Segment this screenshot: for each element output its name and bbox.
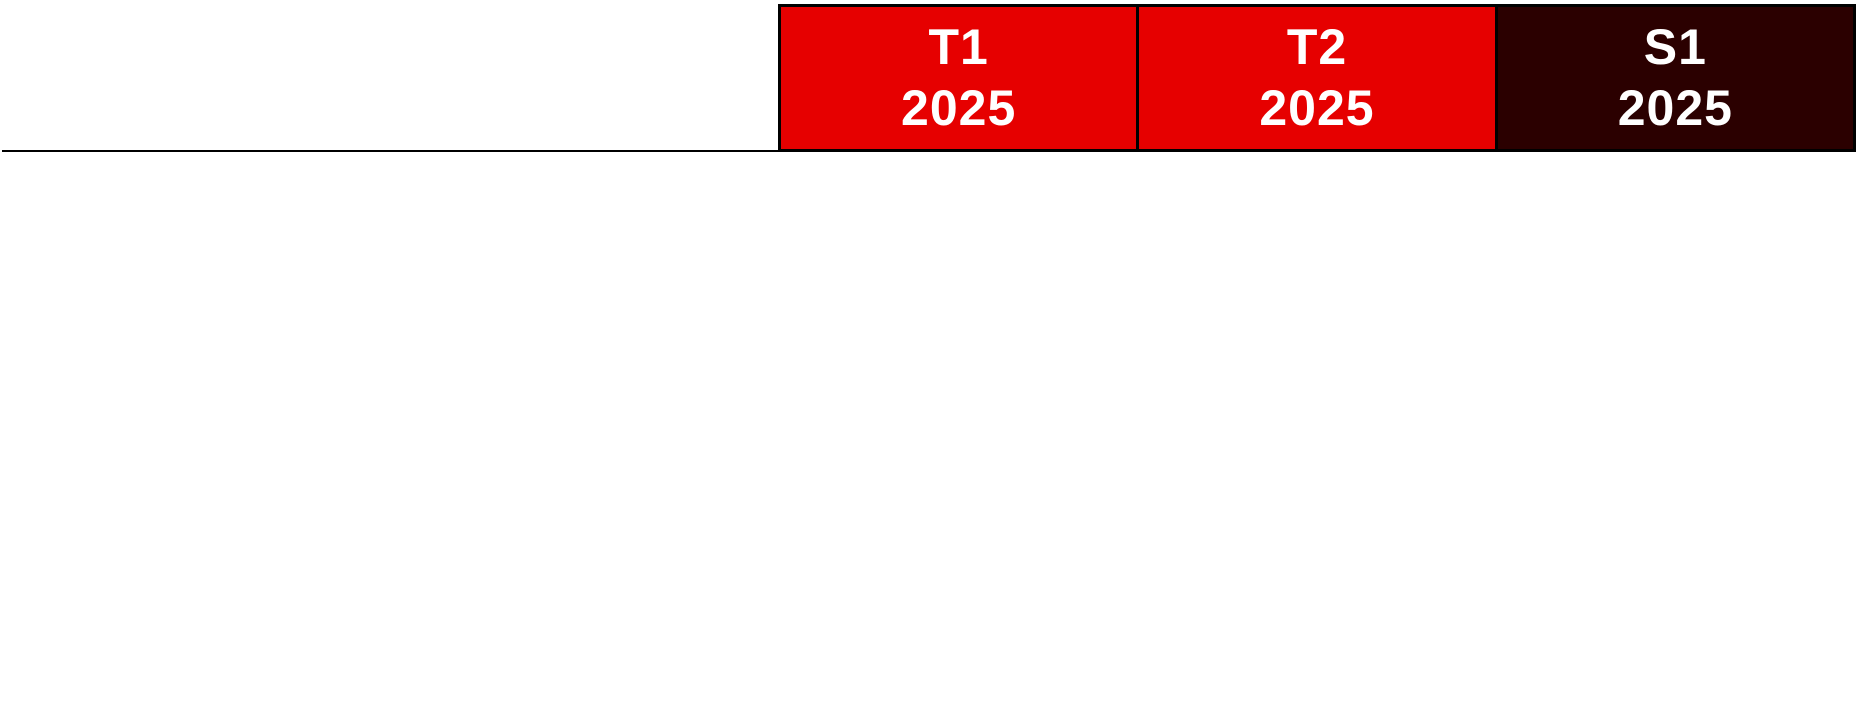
column-header-year: 2025 xyxy=(1259,80,1375,136)
period-header-row: T1 2025 T2 2025 S1 2025 xyxy=(778,4,1856,152)
column-header-t2-2025: T2 2025 xyxy=(1136,7,1495,149)
column-header-period: T2 xyxy=(1286,19,1348,75)
column-header-year: 2025 xyxy=(1617,80,1733,136)
column-header-period: T1 xyxy=(928,19,989,75)
column-header-period: S1 xyxy=(1643,19,1707,75)
column-header-year: 2025 xyxy=(901,80,1017,136)
header-baseline-rule xyxy=(2,150,780,152)
column-header-s1-2025: S1 2025 xyxy=(1494,7,1853,149)
column-header-t1-2025: T1 2025 xyxy=(781,7,1137,149)
